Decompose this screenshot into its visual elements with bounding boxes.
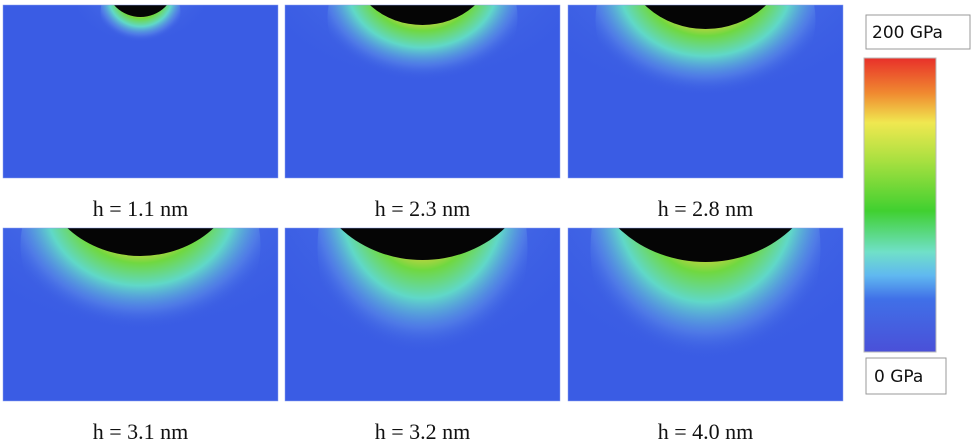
panel-border — [284, 4, 561, 179]
label-box — [865, 357, 947, 395]
panel-caption: h = 1.1 nm — [93, 196, 189, 221]
panel-caption: h = 3.2 nm — [375, 419, 471, 443]
panel — [3, 5, 278, 178]
panel-border — [284, 227, 561, 402]
panel-border — [2, 4, 279, 179]
panel — [285, 228, 560, 401]
stress-field — [595, 5, 816, 113]
indenter — [114, 5, 167, 17]
panel-caption: h = 3.1 nm — [93, 419, 189, 443]
stress-field — [317, 228, 528, 378]
stress-field — [20, 228, 261, 349]
indenter — [340, 228, 505, 260]
colorbar-gradient — [863, 57, 937, 353]
panel — [568, 5, 843, 178]
panels: h = 1.1 nm h = 2.3 nm h = 2.8 nm h = 3.1 nm… — [2, 4, 844, 443]
panel-caption: h = 2.8 nm — [658, 196, 754, 221]
panel-border — [567, 4, 844, 179]
panel — [3, 228, 278, 401]
panel — [285, 5, 560, 178]
colorbar-max-label: 200 GPa — [872, 23, 943, 43]
label-box — [865, 14, 971, 50]
stress-field — [590, 228, 821, 385]
colorbar-min-label: 0 GPa — [874, 367, 923, 387]
panel-caption: h = 2.3 nm — [375, 196, 471, 221]
indenter — [644, 5, 767, 29]
colorbar: 200 GPa 0 GPa — [863, 14, 971, 395]
indenter — [618, 228, 793, 262]
stress-field — [100, 5, 181, 49]
stress-field — [327, 5, 518, 95]
indenter — [369, 5, 476, 25]
panel-border — [2, 227, 279, 402]
indenter — [67, 228, 214, 256]
panel-border — [567, 227, 844, 402]
panel-caption: h = 4.0 nm — [658, 419, 754, 443]
panel — [568, 228, 843, 401]
